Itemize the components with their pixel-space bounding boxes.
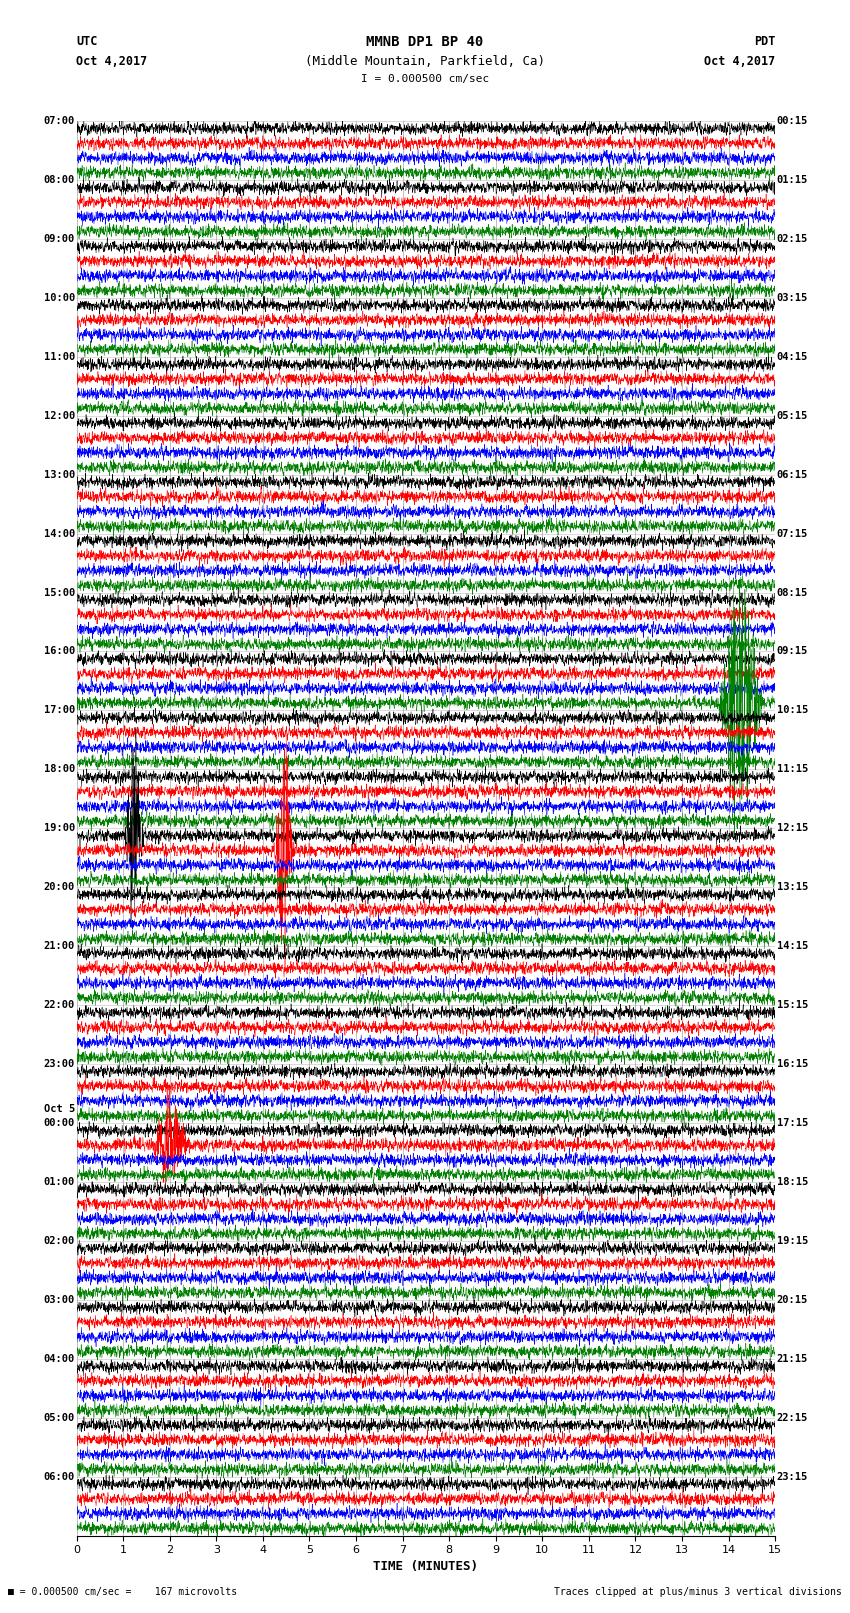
Text: 00:00: 00:00	[44, 1118, 75, 1127]
Text: 23:15: 23:15	[777, 1471, 807, 1482]
Text: 19:00: 19:00	[44, 823, 75, 834]
Text: 21:15: 21:15	[777, 1353, 807, 1363]
Text: 05:00: 05:00	[44, 1413, 75, 1423]
Text: 06:15: 06:15	[777, 469, 807, 479]
Text: 12:00: 12:00	[44, 411, 75, 421]
Text: 10:00: 10:00	[44, 294, 75, 303]
Text: 20:15: 20:15	[777, 1295, 807, 1305]
Text: 08:15: 08:15	[777, 587, 807, 597]
Text: 13:15: 13:15	[777, 882, 807, 892]
Text: 23:00: 23:00	[44, 1060, 75, 1069]
Text: 08:00: 08:00	[44, 174, 75, 185]
Text: 12:15: 12:15	[777, 823, 807, 834]
Text: 04:15: 04:15	[777, 352, 807, 361]
Text: 10:15: 10:15	[777, 705, 807, 716]
Text: Oct 4,2017: Oct 4,2017	[76, 55, 148, 68]
Text: 11:00: 11:00	[44, 352, 75, 361]
Text: MMNB DP1 BP 40: MMNB DP1 BP 40	[366, 35, 484, 50]
Text: 22:15: 22:15	[777, 1413, 807, 1423]
Text: 07:00: 07:00	[44, 116, 75, 126]
Text: 09:15: 09:15	[777, 647, 807, 656]
Text: 20:00: 20:00	[44, 882, 75, 892]
Text: 16:15: 16:15	[777, 1060, 807, 1069]
Text: 16:00: 16:00	[44, 647, 75, 656]
Text: ■ = 0.000500 cm/sec =    167 microvolts: ■ = 0.000500 cm/sec = 167 microvolts	[8, 1587, 238, 1597]
Text: 17:15: 17:15	[777, 1118, 807, 1127]
Text: 21:00: 21:00	[44, 940, 75, 952]
Text: Oct 5: Oct 5	[44, 1105, 75, 1115]
Text: 01:15: 01:15	[777, 174, 807, 185]
Text: 13:00: 13:00	[44, 469, 75, 479]
X-axis label: TIME (MINUTES): TIME (MINUTES)	[373, 1560, 479, 1573]
Text: 09:00: 09:00	[44, 234, 75, 244]
Text: 14:00: 14:00	[44, 529, 75, 539]
Text: 22:00: 22:00	[44, 1000, 75, 1010]
Text: 11:15: 11:15	[777, 765, 807, 774]
Text: 02:15: 02:15	[777, 234, 807, 244]
Text: 18:15: 18:15	[777, 1177, 807, 1187]
Text: 04:00: 04:00	[44, 1353, 75, 1363]
Text: (Middle Mountain, Parkfield, Ca): (Middle Mountain, Parkfield, Ca)	[305, 55, 545, 68]
Text: 01:00: 01:00	[44, 1177, 75, 1187]
Text: 15:15: 15:15	[777, 1000, 807, 1010]
Text: 06:00: 06:00	[44, 1471, 75, 1482]
Text: 07:15: 07:15	[777, 529, 807, 539]
Text: UTC: UTC	[76, 35, 98, 48]
Text: 14:15: 14:15	[777, 940, 807, 952]
Text: 02:00: 02:00	[44, 1236, 75, 1245]
Text: 15:00: 15:00	[44, 587, 75, 597]
Text: 00:15: 00:15	[777, 116, 807, 126]
Text: 17:00: 17:00	[44, 705, 75, 716]
Text: 19:15: 19:15	[777, 1236, 807, 1245]
Text: 03:15: 03:15	[777, 294, 807, 303]
Text: Oct 4,2017: Oct 4,2017	[704, 55, 775, 68]
Text: 03:00: 03:00	[44, 1295, 75, 1305]
Text: PDT: PDT	[754, 35, 775, 48]
Text: 05:15: 05:15	[777, 411, 807, 421]
Text: Traces clipped at plus/minus 3 vertical divisions: Traces clipped at plus/minus 3 vertical …	[553, 1587, 842, 1597]
Text: I = 0.000500 cm/sec: I = 0.000500 cm/sec	[361, 74, 489, 84]
Text: 18:00: 18:00	[44, 765, 75, 774]
